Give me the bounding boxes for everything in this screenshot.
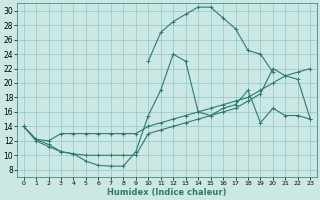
X-axis label: Humidex (Indice chaleur): Humidex (Indice chaleur) [107, 188, 227, 197]
